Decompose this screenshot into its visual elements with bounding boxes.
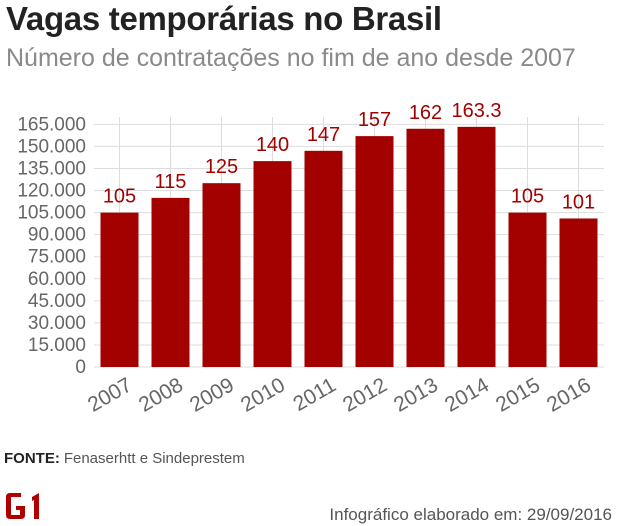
x-tick-label-2009: 2009 [186, 373, 238, 416]
y-tick-label: 30.000 [28, 313, 86, 334]
data-label-2012: 157 [358, 109, 391, 131]
bar-2013 [406, 128, 445, 367]
data-label-2013: 162 [409, 102, 442, 124]
data-label-2011: 147 [307, 124, 340, 146]
data-label-2016: 101 [562, 191, 595, 213]
y-tick-label: 165.000 [17, 114, 86, 135]
y-tick-label: 120.000 [17, 181, 86, 202]
x-tick-label-2014: 2014 [441, 373, 493, 416]
source-text: Fenaserhtt e Sindeprestem [63, 450, 245, 467]
x-tick-label-2007: 2007 [84, 373, 136, 416]
x-tick-label-2013: 2013 [390, 373, 442, 416]
y-tick-label: 45.000 [28, 291, 86, 312]
x-tick-label-2008: 2008 [135, 373, 187, 416]
y-tick-label: 0 [75, 357, 86, 378]
chart-title: Vagas temporárias no Brasil [6, 0, 442, 37]
y-tick-label: 60.000 [28, 269, 86, 290]
bar-2014 [457, 126, 496, 368]
credit-line: Infográfico elaborado em: 29/09/2016 [329, 505, 612, 524]
source-label: FONTE: [4, 450, 60, 467]
x-tick-label-2012: 2012 [339, 373, 391, 416]
y-tick-label: 105.000 [17, 203, 86, 224]
bar-2011 [304, 150, 343, 367]
x-tick-label-2015: 2015 [492, 373, 544, 416]
bar-2008 [151, 197, 190, 367]
bar-2015 [508, 212, 547, 367]
y-tick-label: 150.000 [17, 136, 86, 157]
data-label-2009: 125 [205, 156, 238, 178]
x-tick-label-2016: 2016 [543, 373, 595, 416]
x-tick-label-2010: 2010 [237, 373, 289, 416]
data-label-2008: 115 [155, 171, 187, 193]
data-label-2015: 105 [511, 186, 544, 208]
source-line: FONTE: Fenaserhtt e Sindeprestem [4, 450, 245, 467]
data-label-2014: 163.3 [451, 100, 501, 122]
bar-2007 [100, 212, 139, 367]
data-label-2010: 140 [256, 134, 289, 156]
x-tick-label-2011: 2011 [289, 373, 340, 416]
y-tick-label: 15.000 [28, 335, 86, 356]
bar-2012 [355, 136, 394, 367]
g1-logo-icon [6, 493, 39, 519]
y-tick-label: 90.000 [28, 225, 86, 246]
y-tick-label: 75.000 [28, 247, 86, 268]
y-tick-label: 135.000 [17, 158, 86, 179]
bar-2009 [202, 183, 241, 367]
chart-subtitle: Número de contratações no fim de ano des… [6, 44, 576, 72]
bar-2010 [253, 161, 292, 367]
bar-2016 [559, 218, 598, 367]
bar-chart: 105 115 125 140 147 157 162 163.3 105 101 015.000… [17, 100, 604, 417]
data-label-2007: 105 [103, 186, 136, 208]
